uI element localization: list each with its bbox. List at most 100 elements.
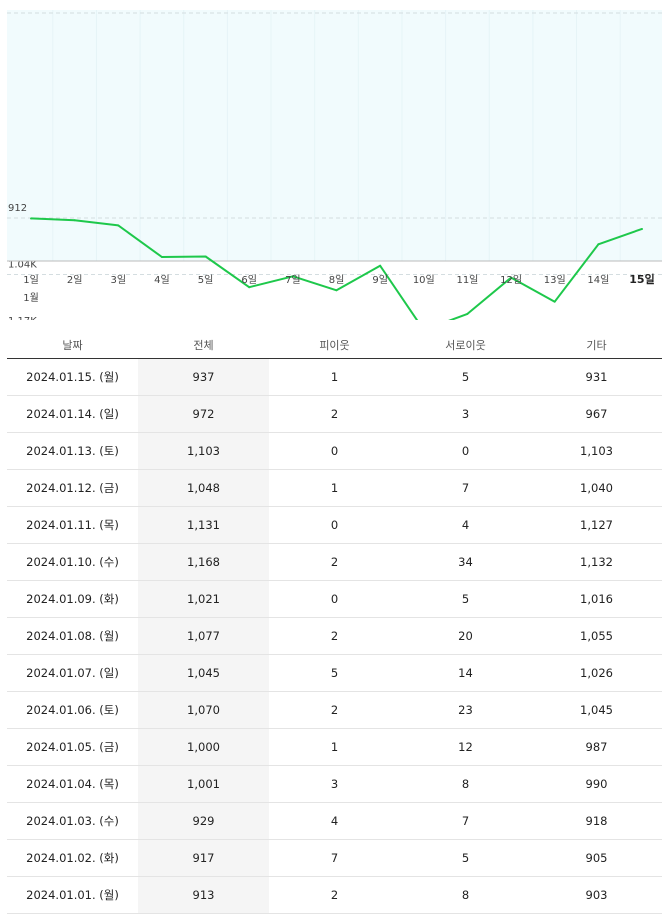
cell-other: 1,045 (531, 691, 662, 729)
cell-date: 2024.01.01. (월) (7, 876, 138, 914)
x-tick-label: 15일 (629, 272, 654, 286)
cell-total: 1,168 (138, 543, 269, 581)
cell-total: 1,000 (138, 728, 269, 766)
x-tick-label: 6일 (241, 274, 257, 286)
data-point (641, 227, 643, 230)
cell-other: 918 (531, 802, 662, 840)
x-tick-label: 9일 (372, 274, 388, 286)
table-row: 2024.01.12. (금) 1,048 1 7 1,040 (7, 469, 662, 507)
cell-mutual-neighbor: 5 (400, 580, 531, 618)
cell-total: 937 (138, 358, 269, 396)
data-point (73, 219, 76, 222)
cell-total: 1,131 (138, 506, 269, 544)
y-axis-labels: 912 1.04K 1.17K (8, 203, 37, 320)
header-date: 날짜 (7, 333, 138, 359)
x-tick-label: 7일 (285, 274, 301, 286)
x-tick-label: 3일 (111, 274, 127, 286)
data-point (117, 224, 120, 227)
cell-date: 2024.01.07. (일) (7, 654, 138, 692)
cell-total: 972 (138, 395, 269, 433)
header-total: 전체 (138, 333, 269, 359)
table-row: 2024.01.13. (토) 1,103 0 0 1,103 (7, 432, 662, 470)
cell-date: 2024.01.15. (월) (7, 358, 138, 396)
table-row: 2024.01.14. (일) 972 2 3 967 (7, 395, 662, 433)
cell-total: 1,045 (138, 654, 269, 692)
x-tick-label: 5일 (198, 274, 214, 286)
cell-total: 913 (138, 876, 269, 914)
cell-mutual-neighbor: 8 (400, 876, 531, 914)
cell-neighbor: 0 (269, 580, 400, 618)
plot-background (7, 10, 662, 261)
cell-neighbor: 3 (269, 765, 400, 803)
cell-mutual-neighbor: 4 (400, 506, 531, 544)
data-point (379, 264, 382, 267)
cell-neighbor: 2 (269, 543, 400, 581)
cell-other: 1,026 (531, 654, 662, 692)
data-point (248, 286, 251, 289)
x-axis-labels: 1일 2일 3일 4일 5일 6일 7일 8일 9일 10일 11일 12일 13일 14일 15일 (23, 272, 655, 286)
table-row: 2024.01.04. (목) 1,001 3 8 990 (7, 765, 662, 803)
cell-other: 931 (531, 358, 662, 396)
data-point (466, 312, 469, 315)
x-tick-label: 2일 (67, 274, 83, 286)
cell-total: 917 (138, 839, 269, 877)
data-point (510, 276, 513, 279)
cell-date: 2024.01.05. (금) (7, 728, 138, 766)
x-tick-label: 1일 (23, 274, 39, 286)
cell-total: 929 (138, 802, 269, 840)
cell-date: 2024.01.04. (목) (7, 765, 138, 803)
table-row: 2024.01.05. (금) 1,000 1 12 987 (7, 728, 662, 766)
y-tick-label: 912 (8, 203, 27, 214)
table-row: 2024.01.02. (화) 917 7 5 905 (7, 839, 662, 877)
y-tick-label: 1.17K (8, 316, 37, 320)
cell-date: 2024.01.11. (목) (7, 506, 138, 544)
cell-date: 2024.01.10. (수) (7, 543, 138, 581)
cell-neighbor: 2 (269, 876, 400, 914)
data-point (160, 255, 163, 258)
cell-total: 1,077 (138, 617, 269, 655)
cell-neighbor: 0 (269, 506, 400, 544)
cell-other: 1,055 (531, 617, 662, 655)
cell-mutual-neighbor: 23 (400, 691, 531, 729)
table-row: 2024.01.11. (목) 1,131 0 4 1,127 (7, 506, 662, 544)
cell-total: 1,048 (138, 469, 269, 507)
cell-mutual-neighbor: 20 (400, 617, 531, 655)
table-row: 2024.01.07. (일) 1,045 5 14 1,026 (7, 654, 662, 692)
table-row: 2024.01.15. (월) 937 1 5 931 (7, 358, 662, 396)
cell-other: 987 (531, 728, 662, 766)
cell-neighbor: 1 (269, 469, 400, 507)
cell-other: 903 (531, 876, 662, 914)
data-point (291, 275, 294, 278)
cell-mutual-neighbor: 0 (400, 432, 531, 470)
cell-date: 2024.01.12. (금) (7, 469, 138, 507)
data-point (30, 217, 32, 220)
cell-other: 1,127 (531, 506, 662, 544)
cell-mutual-neighbor: 7 (400, 802, 531, 840)
x-tick-label: 13일 (544, 274, 566, 286)
table-header-row: 날짜 전체 피이웃 서로이웃 기타 (7, 333, 662, 359)
data-point (335, 289, 338, 292)
cell-other: 905 (531, 839, 662, 877)
cell-other: 1,103 (531, 432, 662, 470)
cell-mutual-neighbor: 8 (400, 765, 531, 803)
cell-neighbor: 2 (269, 617, 400, 655)
cell-other: 1,132 (531, 543, 662, 581)
cell-date: 2024.01.03. (수) (7, 802, 138, 840)
x-tick-label: 14일 (587, 274, 609, 286)
data-point (597, 243, 600, 246)
cell-total: 1,001 (138, 765, 269, 803)
table-row: 2024.01.09. (화) 1,021 0 5 1,016 (7, 580, 662, 618)
cell-mutual-neighbor: 3 (400, 395, 531, 433)
cell-total: 1,103 (138, 432, 269, 470)
x-tick-label: 10일 (413, 274, 435, 286)
cell-other: 990 (531, 765, 662, 803)
table-row: 2024.01.10. (수) 1,168 2 34 1,132 (7, 543, 662, 581)
cell-date: 2024.01.14. (일) (7, 395, 138, 433)
cell-other: 1,040 (531, 469, 662, 507)
cell-neighbor: 7 (269, 839, 400, 877)
cell-date: 2024.01.08. (월) (7, 617, 138, 655)
cell-date: 2024.01.06. (토) (7, 691, 138, 729)
data-points (30, 217, 643, 315)
cell-mutual-neighbor: 5 (400, 839, 531, 877)
table-row: 2024.01.06. (토) 1,070 2 23 1,045 (7, 691, 662, 729)
